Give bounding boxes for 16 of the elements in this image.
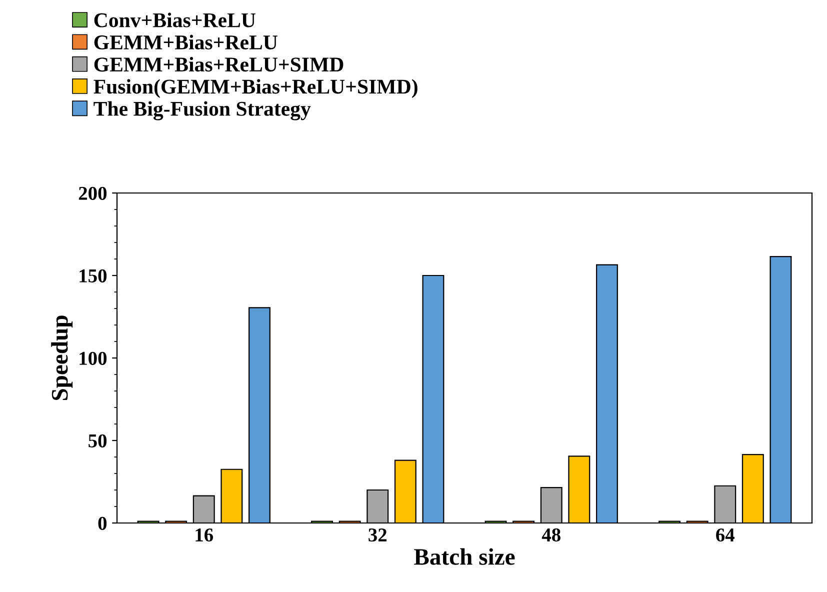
legend-label: Conv+Bias+ReLU <box>94 12 256 28</box>
x-tick-label: 48 <box>542 528 560 542</box>
y-tick-label: 50 <box>88 434 107 448</box>
legend-label: The Big-Fusion Strategy <box>94 101 311 120</box>
y-tick-label: 100 <box>80 352 107 365</box>
legend-label: Fusion(GEMM+Bias+ReLU+SIMD) <box>94 79 418 98</box>
legend-label: GEMM+Bias+ReLU+SIMD <box>94 56 344 72</box>
x-tick-label: 16 <box>196 528 214 542</box>
y-tick-label: 200 <box>78 186 107 200</box>
y-tick-label: 0 <box>98 516 107 530</box>
y-tick-label: 150 <box>80 269 107 282</box>
y-axis-title: Speedup <box>51 316 73 400</box>
x-tick-label: 64 <box>716 528 734 542</box>
x-tick-label: 32 <box>368 528 387 542</box>
legend-label: GEMM+Bias+ReLU <box>94 34 278 50</box>
x-axis-title: Batch size <box>414 548 515 565</box>
